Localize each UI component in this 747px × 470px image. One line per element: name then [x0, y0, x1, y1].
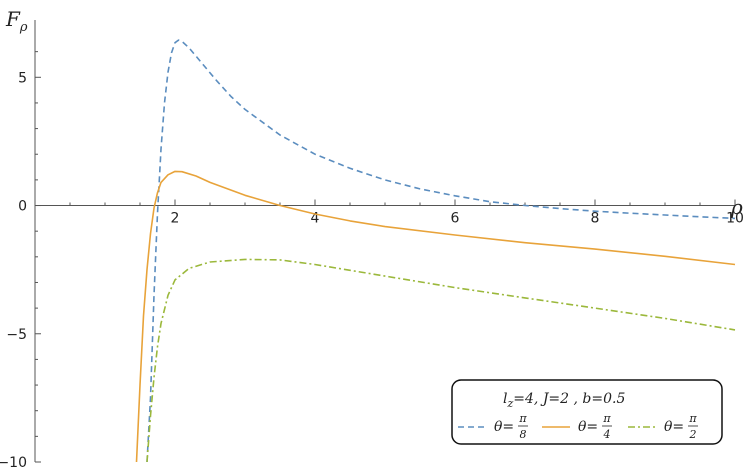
legend-label: θ=: [578, 419, 598, 435]
series-line-1: [146, 39, 736, 463]
y-tick-label: −5: [6, 327, 27, 343]
axis-labels: Fρ ρ: [5, 7, 743, 219]
legend-item-1: θ= π 8: [458, 412, 528, 441]
legend: lz=4, J=2 , b=0.5 θ= π 8 θ= π 4 θ= π 2: [451, 379, 723, 445]
legend-params: lz=4, J=2 , b=0.5: [503, 391, 625, 410]
legend-item-2: θ= π 4: [542, 412, 612, 441]
legend-fraction-num: π: [518, 412, 527, 425]
legend-item-3: θ= π 2: [628, 412, 698, 441]
x-tick-label: 8: [591, 211, 600, 227]
series-line-3: [146, 258, 736, 463]
y-axis-title: Fρ: [5, 7, 28, 35]
legend-box: [451, 379, 723, 445]
x-tick-label: 6: [451, 211, 460, 227]
y-tick-label: −10: [0, 455, 27, 470]
legend-fraction-den: 2: [689, 428, 697, 441]
legend-fraction-num: π: [602, 412, 611, 425]
x-tick-label: 4: [311, 211, 320, 227]
x-tick-label: 2: [171, 211, 180, 227]
x-axis-title: ρ: [730, 195, 743, 219]
curves: [135, 39, 736, 463]
series-line-2: [135, 170, 736, 463]
y-tick-label: 0: [18, 199, 27, 215]
legend-label: θ=: [664, 419, 684, 435]
legend-fraction-den: 8: [520, 428, 527, 441]
legend-entries: θ= π 8 θ= π 4 θ= π 2: [458, 412, 698, 441]
legend-label: θ=: [494, 419, 514, 435]
legend-fraction-den: 4: [603, 428, 611, 441]
x-tick-label: 10: [726, 211, 744, 227]
axes: 2 4 6 8 10 5 0 −5 −10: [0, 20, 744, 470]
y-tick-label: 5: [18, 70, 27, 86]
legend-fraction-num: π: [688, 412, 697, 425]
